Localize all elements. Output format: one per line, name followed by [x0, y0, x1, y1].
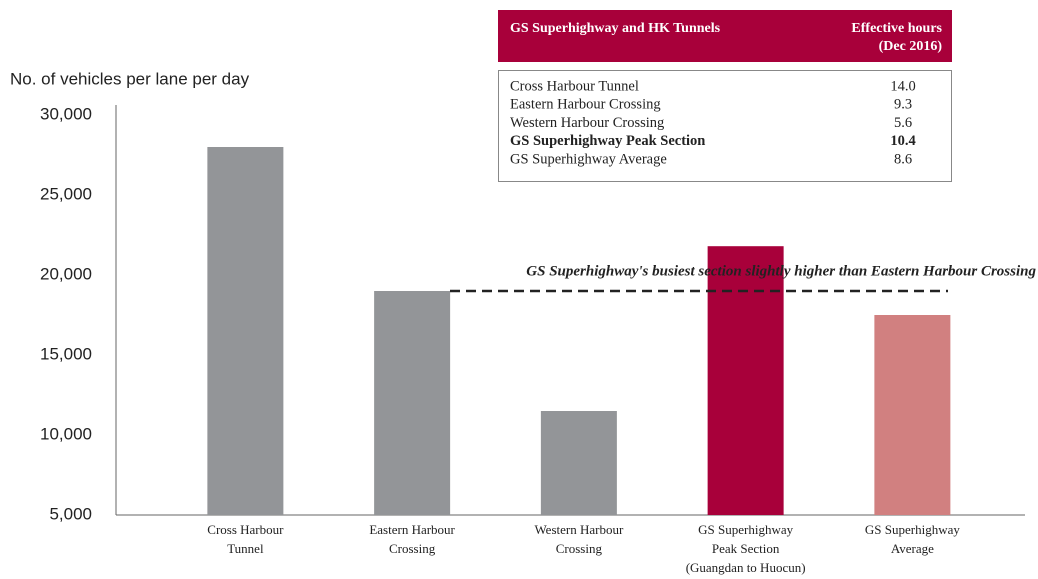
annotation: GS Superhighway's busiest section slight…: [526, 263, 1036, 279]
x-tick-label: Average: [891, 541, 934, 556]
table-header-text: Effective hours: [851, 21, 942, 36]
table-header: [498, 10, 952, 62]
y-tick-label: 15,000: [40, 344, 92, 363]
bar: [874, 315, 951, 515]
x-tick-label: Crossing: [556, 541, 603, 556]
table-header-text: (Dec 2016): [879, 39, 943, 54]
x-tick-label: Western Harbour: [534, 522, 624, 537]
table-cell: 14.0: [890, 78, 915, 94]
y-tick-label: 25,000: [40, 184, 92, 203]
x-tick-label: (Guangdan to Huocun): [686, 560, 806, 575]
table-cell: 10.4: [890, 133, 915, 149]
table-cell: 9.3: [894, 97, 912, 113]
x-tick-label: GS Superhighway: [865, 522, 960, 537]
y-tick-label: 5,000: [49, 504, 92, 523]
table-cell: Eastern Harbour Crossing: [510, 97, 661, 113]
x-tick-label: Tunnel: [227, 541, 264, 556]
table-cell: Western Harbour Crossing: [510, 115, 664, 131]
table-cell: 8.6: [894, 152, 912, 168]
table-cell: 5.6: [894, 115, 912, 131]
y-tick-label: 20,000: [40, 264, 92, 283]
bar: [540, 411, 617, 515]
table-cell: GS Superhighway Peak Section: [510, 133, 705, 149]
y-tick-label: 10,000: [40, 424, 92, 443]
x-tick-label: Eastern Harbour: [369, 522, 455, 537]
x-tick-label: GS Superhighway: [698, 522, 793, 537]
x-tick-label: Cross Harbour: [207, 522, 284, 537]
table-header-text: GS Superhighway and HK Tunnels: [510, 21, 721, 36]
x-tick-label: Crossing: [389, 541, 436, 556]
table-cell: Cross Harbour Tunnel: [510, 78, 639, 94]
table-body: [498, 70, 952, 182]
bar: [707, 246, 784, 515]
y-tick-label: 30,000: [40, 104, 92, 123]
y-axis-label: No. of vehicles per lane per day: [10, 69, 250, 88]
table-cell: GS Superhighway Average: [510, 152, 667, 168]
x-tick-label: Peak Section: [712, 541, 780, 556]
bar: [207, 147, 284, 515]
bar: [374, 291, 451, 515]
